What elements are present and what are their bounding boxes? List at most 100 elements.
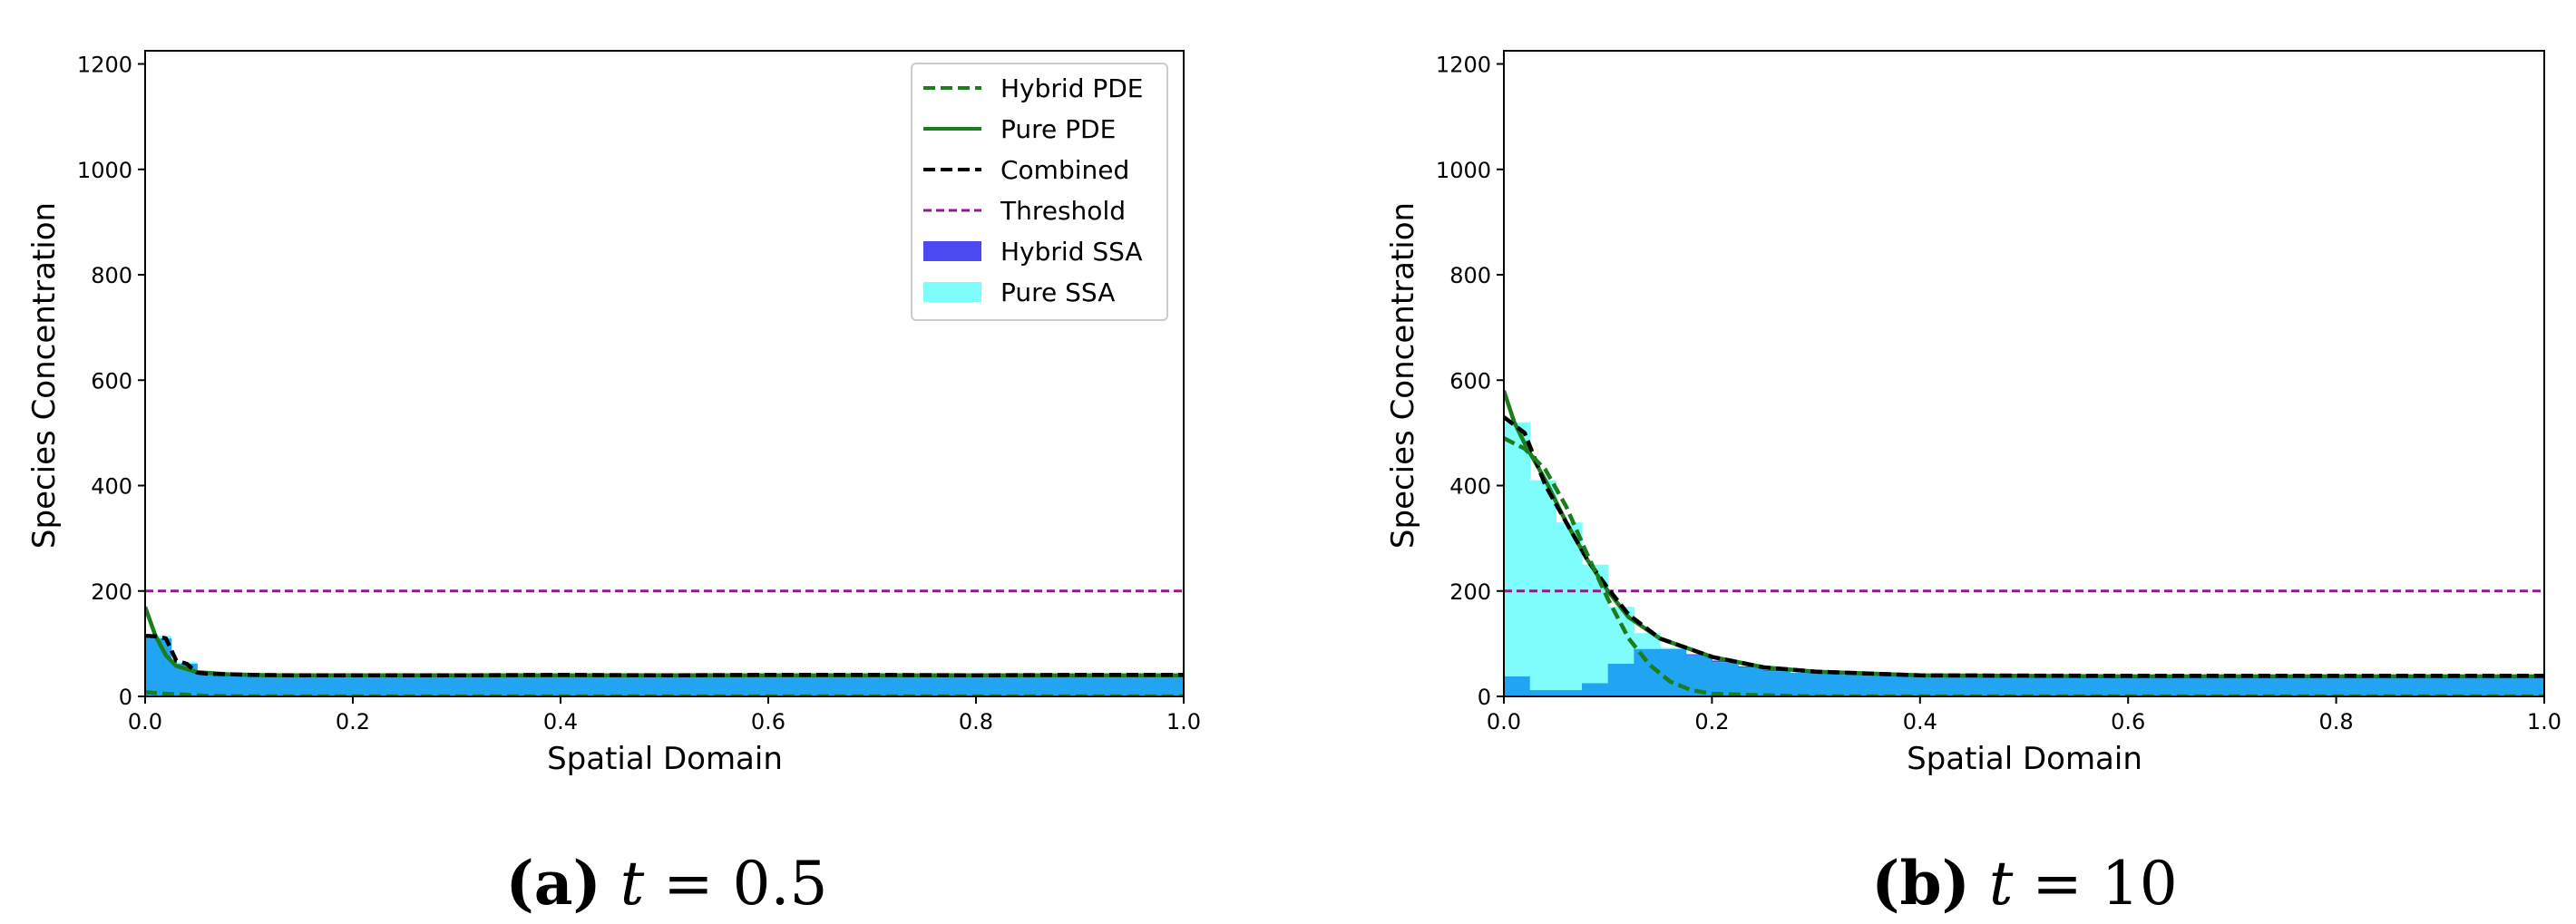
panel-b-x-axis-label: Spatial Domain	[1907, 741, 2142, 777]
panel-a-ssa-overlap-bar-33	[1001, 676, 1029, 696]
panel-a-x-tick-label-2: 0.4	[543, 709, 578, 734]
panel-b-ssa-overlap-bar-18	[1972, 675, 1999, 696]
panel-b-pure-ssa-bar-6	[1660, 647, 1687, 649]
panel-a-ssa-overlap-bar-22	[716, 675, 743, 696]
panel-a-ssa-overlap-bar-5	[275, 675, 302, 696]
panel-a-plot-area	[144, 50, 1185, 697]
panel-a-ssa-overlap-bar-21	[690, 675, 717, 696]
legend-hybrid-ssa-label: Hybrid SSA	[1000, 237, 1143, 267]
panel-a-caption: (a) t = 0.5	[506, 848, 828, 919]
panel-b-caption-var: t	[1989, 849, 2014, 919]
panel-a-ssa-overlap-bar-4	[249, 675, 276, 696]
panel-b-ssa-overlap-bar-0	[1504, 676, 1531, 696]
panel-b-ssa-overlap-bar-28	[2231, 676, 2259, 696]
panel-b-ssa-overlap-bar-16	[1919, 675, 1947, 696]
panel-b-y-ticks: 0 200 400 600 800 1000 1200	[1436, 53, 1504, 710]
panel-b-ssa-overlap-bar-20	[2024, 676, 2051, 696]
legend-pure-pde-label: Pure PDE	[1000, 114, 1116, 144]
panel-a-y-axis-label: Species Concentration	[26, 202, 63, 549]
panel-a-ssa-overlap-bar-8	[353, 676, 380, 696]
panel-b-hybrid-pde-line	[1504, 436, 2544, 696]
panel-a-y-tick-label-6: 1200	[77, 53, 132, 78]
panel-a-ssa-overlap-bar-11	[430, 675, 458, 696]
panel-a-ssa-overlap-bar-6	[300, 675, 327, 696]
panel-b-y-tick-label-5: 1000	[1436, 158, 1491, 183]
panel-b-ssa-overlap-bar-27	[2206, 676, 2233, 696]
panel-a-ssa-overlap-bar-13	[483, 675, 510, 696]
panel-b-ssa-overlap-bar-8	[1712, 662, 1739, 696]
panel-a-ssa-overlap-bar-36	[1079, 675, 1107, 696]
panel-a-ssa-overlap-bar-28	[872, 675, 899, 696]
legend-hybrid-ssa-swatch	[923, 241, 981, 261]
panel-a-y-tick-label-2: 400	[91, 474, 132, 500]
panel-a-x-axis-label: Spatial Domain	[547, 741, 783, 777]
panel-b-ssa-overlap-bar-17	[1946, 676, 1973, 696]
panel-b-caption: (b) t = 10	[1871, 848, 2177, 919]
panel-a-y-tick-label-0: 0	[119, 685, 132, 710]
panel-b: 0 200 400 600 800 1000 1200 0.0 0.2 0.4 0.6 0.8 1.0…	[1385, 50, 2561, 919]
panel-b-ssa-overlap-bar-5	[1634, 648, 1661, 696]
panel-a-ssa-overlap-bar-7	[327, 675, 354, 696]
panel-b-ssa-overlap-bar-2	[1556, 690, 1583, 696]
panel-a-x-tick-label-5: 1.0	[1166, 709, 1201, 734]
panel-a-y-tick-label-4: 800	[91, 263, 132, 288]
panel-a-ssa-overlap-bar-3	[222, 675, 250, 696]
panel-a-ssa-overlap-bar-39	[1157, 675, 1184, 696]
panel-a-ssa-overlap-bar-27	[845, 675, 873, 696]
panel-b-ssa-overlap-bar-33	[2362, 676, 2389, 696]
panel-a-ssa-overlap-bar-20	[664, 675, 691, 696]
panel-b-ssa-overlap-bar-36	[2440, 676, 2467, 696]
legend-pure-ssa-swatch	[923, 282, 981, 302]
panel-a-combined-line	[145, 633, 1184, 678]
panel-a-y-tick-label-5: 1000	[77, 158, 132, 183]
panel-b-ssa-overlap-bar-15	[1894, 675, 1921, 696]
panel-a-ssa-overlap-bar-18	[612, 675, 639, 696]
panel-b-ssa-overlap-bar-31	[2309, 676, 2337, 696]
panel-a-ssa-overlap-bar-16	[561, 675, 588, 696]
panel-b-x-tick-label-3: 0.6	[2111, 709, 2145, 734]
panel-a-caption-value: 0.5	[733, 849, 828, 919]
panel-b-ssa-overlap-bar-1	[1529, 690, 1556, 696]
panel-a-ssa-overlap-bar-15	[534, 675, 561, 696]
panel-a-ssa-overlap-bar-26	[820, 675, 847, 696]
panel-b-pure-ssa-bar-5	[1634, 633, 1661, 649]
panel-a-caption-letter: (a)	[506, 848, 601, 919]
panel-a-caption-var: t	[620, 849, 645, 919]
panel-b-x-tick-label-1: 0.2	[1694, 709, 1729, 734]
panel-b-hybrid-ssa-bar-9	[1738, 666, 1765, 668]
panel-b-ssa-overlap-bar-10	[1763, 671, 1791, 696]
panel-a-ssa-overlap-bar-32	[976, 675, 1003, 696]
legend-combined-label: Combined	[1000, 155, 1129, 185]
panel-b-x-tick-label-5: 1.0	[2527, 709, 2561, 734]
panel-b-ssa-overlap-bar-3	[1582, 683, 1609, 696]
panel-a-ssa-overlap-bar-19	[638, 675, 666, 696]
panel-a-ssa-overlap-bar-30	[923, 675, 951, 696]
panel-a-y-ticks: 0 200 400 600 800 1000 1200	[77, 53, 145, 710]
panel-a-ssa-overlap-bar-0	[145, 638, 172, 696]
panel-a-series	[145, 589, 1184, 696]
legend-hybrid-pde-label: Hybrid PDE	[1000, 73, 1144, 103]
panel-b-ssa-overlap-bar-37	[2465, 676, 2493, 696]
panel-a-ssa-overlap-bar-10	[405, 675, 432, 696]
panel-b-ssa-overlap-bar-13	[1841, 675, 1869, 696]
panel-a-ssa-overlap-bar-37	[1106, 675, 1133, 696]
panel-b-pure-ssa-bar-2	[1556, 522, 1583, 691]
panel-a-axes-frame	[144, 50, 1185, 697]
legend: Hybrid PDE Pure PDE Combined Threshold H…	[911, 63, 1168, 321]
panel-b-hybrid-ssa-bar-10	[1763, 669, 1791, 672]
panel-b-y-tick-label-0: 0	[1478, 685, 1491, 710]
panel-b-ssa-overlap-bar-14	[1868, 675, 1895, 696]
panel-b-ssa-overlap-bar-19	[1997, 676, 2025, 696]
legend-pure-ssa-label: Pure SSA	[1000, 277, 1115, 307]
panel-b-pure-ssa-bar-0	[1504, 422, 1531, 676]
panel-a-ssa-overlap-bar-34	[1028, 675, 1055, 696]
panel-b-ssa-overlap-bar-32	[2336, 676, 2363, 696]
panel-a-ssa-overlap-bar-23	[742, 675, 769, 696]
panel-b-combined-line	[1504, 415, 2544, 678]
panel-a-ssa-overlap-bar-29	[898, 675, 925, 696]
panel-b-plot-area	[1503, 50, 2545, 697]
panel-b-x-tick-label-2: 0.4	[1903, 709, 1937, 734]
panel-b-y-tick-label-3: 600	[1449, 368, 1491, 394]
panel-b-ssa-overlap-bar-21	[2050, 676, 2077, 696]
